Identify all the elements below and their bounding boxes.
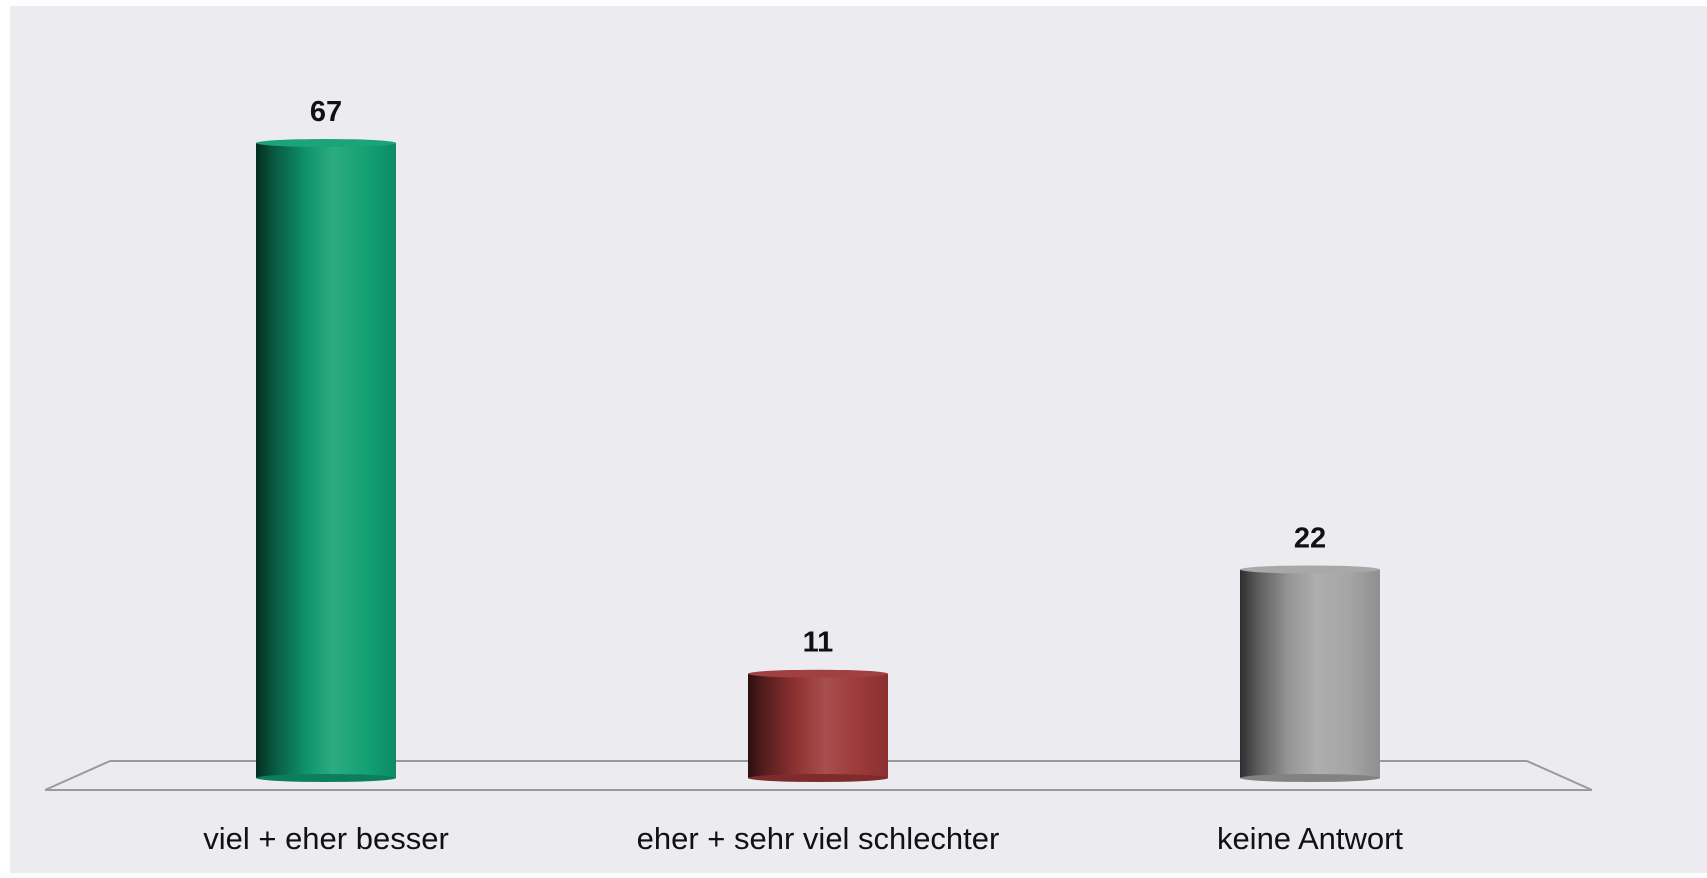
value-label: 22: [1294, 522, 1326, 554]
bar-top-cap: [256, 139, 396, 147]
value-label: 67: [310, 96, 342, 128]
category-label: keine Antwort: [1217, 821, 1403, 856]
labels-group: 67 viel + eher besser 11 eher + sehr viel s…: [203, 96, 1403, 856]
bar-1: [256, 139, 396, 782]
bar-base-cap: [748, 774, 888, 782]
bar-top-cap: [1240, 565, 1380, 574]
bar-body: [748, 673, 888, 778]
floor-left-edge: [44, 760, 111, 791]
floor-right-edge: [1526, 760, 1593, 791]
bar-top-cap: [748, 669, 888, 678]
bar-base-cap: [1240, 774, 1380, 782]
bar-2: [748, 669, 888, 782]
category-label: viel + eher besser: [203, 821, 449, 856]
bar-body: [256, 143, 396, 778]
category-label: eher + sehr viel schlechter: [637, 821, 1000, 856]
bars-group: [256, 139, 1380, 782]
bar-3: [1240, 565, 1380, 782]
bar-body: [1240, 569, 1380, 778]
value-label: 11: [803, 627, 834, 659]
bar-base-cap: [256, 774, 396, 782]
